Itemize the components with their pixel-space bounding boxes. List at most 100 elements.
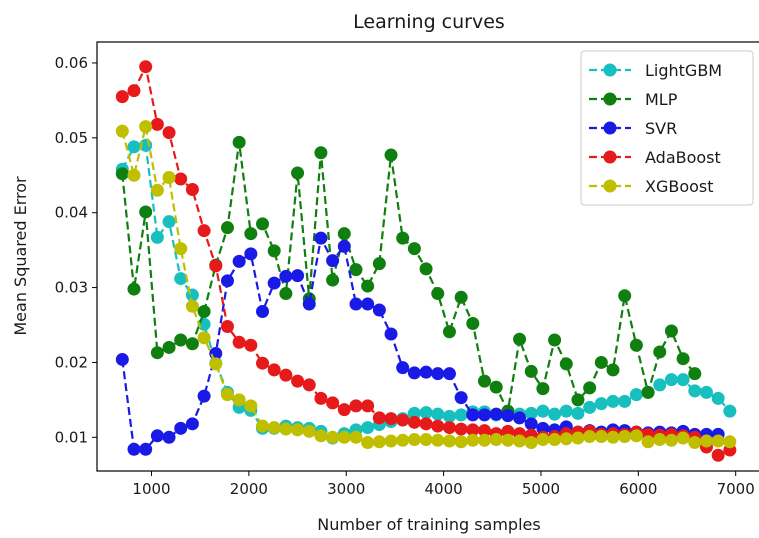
data-point-mlp (185, 337, 199, 351)
data-point-xgboost (513, 434, 527, 448)
data-point-xgboost (326, 430, 340, 444)
data-point-xgboost (127, 168, 141, 182)
data-point-lightgbm (606, 394, 620, 408)
data-point-svr (337, 239, 351, 253)
x-tick-label: 7000 (717, 480, 755, 498)
data-point-mlp (688, 367, 702, 381)
data-point-svr (431, 367, 445, 381)
data-point-mlp (256, 217, 270, 231)
data-point-mlp (150, 346, 164, 360)
data-point-lightgbm (653, 378, 667, 392)
data-point-xgboost (162, 171, 176, 185)
data-point-adaboost (442, 421, 456, 435)
data-point-xgboost (583, 430, 597, 444)
data-point-lightgbm (407, 406, 421, 420)
data-point-xgboost (220, 388, 234, 402)
data-point-adaboost (197, 224, 211, 238)
data-point-mlp (477, 374, 491, 388)
data-point-lightgbm (162, 215, 176, 229)
data-point-svr (349, 297, 363, 311)
y-tick-label: 0.04 (55, 204, 88, 222)
data-point-xgboost (150, 183, 164, 197)
legend-marker-xgboost (603, 179, 617, 193)
data-point-mlp (571, 393, 585, 407)
legend-marker-mlp (603, 92, 617, 106)
data-point-lightgbm (127, 140, 141, 154)
data-point-mlp (384, 148, 398, 162)
data-point-xgboost (384, 434, 398, 448)
data-point-mlp (220, 221, 234, 235)
data-point-svr (314, 231, 328, 245)
data-point-svr (501, 409, 515, 423)
data-point-xgboost (676, 431, 690, 445)
data-point-adaboost (302, 378, 316, 392)
data-point-adaboost (454, 422, 468, 436)
data-point-lightgbm (711, 391, 725, 405)
axes-frame (96, 41, 759, 472)
data-point-svr (267, 276, 281, 290)
data-point-adaboost (185, 182, 199, 196)
x-tick-label: 3000 (327, 480, 365, 498)
x-tick-label: 4000 (425, 480, 463, 498)
data-point-svr (291, 269, 305, 283)
data-point-lightgbm (431, 407, 445, 421)
data-point-svr (419, 365, 433, 379)
data-point-mlp (536, 382, 550, 396)
data-point-mlp (162, 340, 176, 354)
data-point-xgboost (571, 431, 585, 445)
data-point-mlp (524, 364, 538, 378)
data-point-lightgbm (583, 400, 597, 414)
data-point-lightgbm (442, 409, 456, 423)
data-point-adaboost (232, 335, 246, 349)
data-point-xgboost (267, 421, 281, 435)
legend: LightGBM MLP SVR AdaBoost XGBoost (580, 50, 754, 206)
data-point-mlp (641, 385, 655, 399)
data-point-lightgbm (676, 373, 690, 387)
data-point-mlp (513, 332, 527, 346)
data-point-adaboost (209, 259, 223, 273)
data-point-mlp (466, 317, 480, 331)
y-axis: 0.01 0.02 0.03 0.04 0.05 0.06 (55, 54, 97, 446)
data-point-adaboost (139, 60, 153, 74)
data-point-adaboost (220, 320, 234, 334)
data-point-xgboost (209, 357, 223, 371)
data-point-adaboost (115, 90, 129, 104)
data-point-mlp (232, 135, 246, 149)
data-point-xgboost (337, 430, 351, 444)
legend-label-xgboost: XGBoost (645, 177, 714, 196)
data-point-svr (162, 430, 176, 444)
data-point-svr (442, 367, 456, 381)
data-point-svr (302, 297, 316, 311)
data-point-xgboost (489, 433, 503, 447)
y-tick-label: 0.02 (55, 353, 88, 371)
data-point-xgboost (536, 433, 550, 447)
data-point-svr (115, 352, 129, 366)
data-point-xgboost (501, 433, 515, 447)
data-point-mlp (442, 325, 456, 339)
data-point-lightgbm (361, 421, 375, 435)
data-point-mlp (279, 287, 293, 301)
data-point-svr (232, 254, 246, 268)
data-point-xgboost (407, 433, 421, 447)
data-point-adaboost (361, 399, 375, 413)
data-point-lightgbm (419, 406, 433, 420)
legend-label-adaboost: AdaBoost (645, 148, 721, 167)
data-point-mlp (407, 242, 421, 256)
data-point-xgboost (302, 424, 316, 438)
data-point-lightgbm (150, 230, 164, 244)
data-point-xgboost (139, 120, 153, 134)
data-point-xgboost (466, 433, 480, 447)
data-point-lightgbm (688, 384, 702, 398)
legend-marker-svr (603, 121, 617, 135)
data-point-adaboost (349, 399, 363, 413)
data-point-mlp (489, 380, 503, 394)
data-point-adaboost (431, 419, 445, 433)
data-point-adaboost (337, 403, 351, 417)
data-point-xgboost (279, 422, 293, 436)
data-point-lightgbm (571, 406, 585, 420)
data-point-mlp (139, 205, 153, 219)
data-point-xgboost (185, 299, 199, 313)
data-point-svr (454, 391, 468, 405)
data-point-svr (127, 442, 141, 456)
